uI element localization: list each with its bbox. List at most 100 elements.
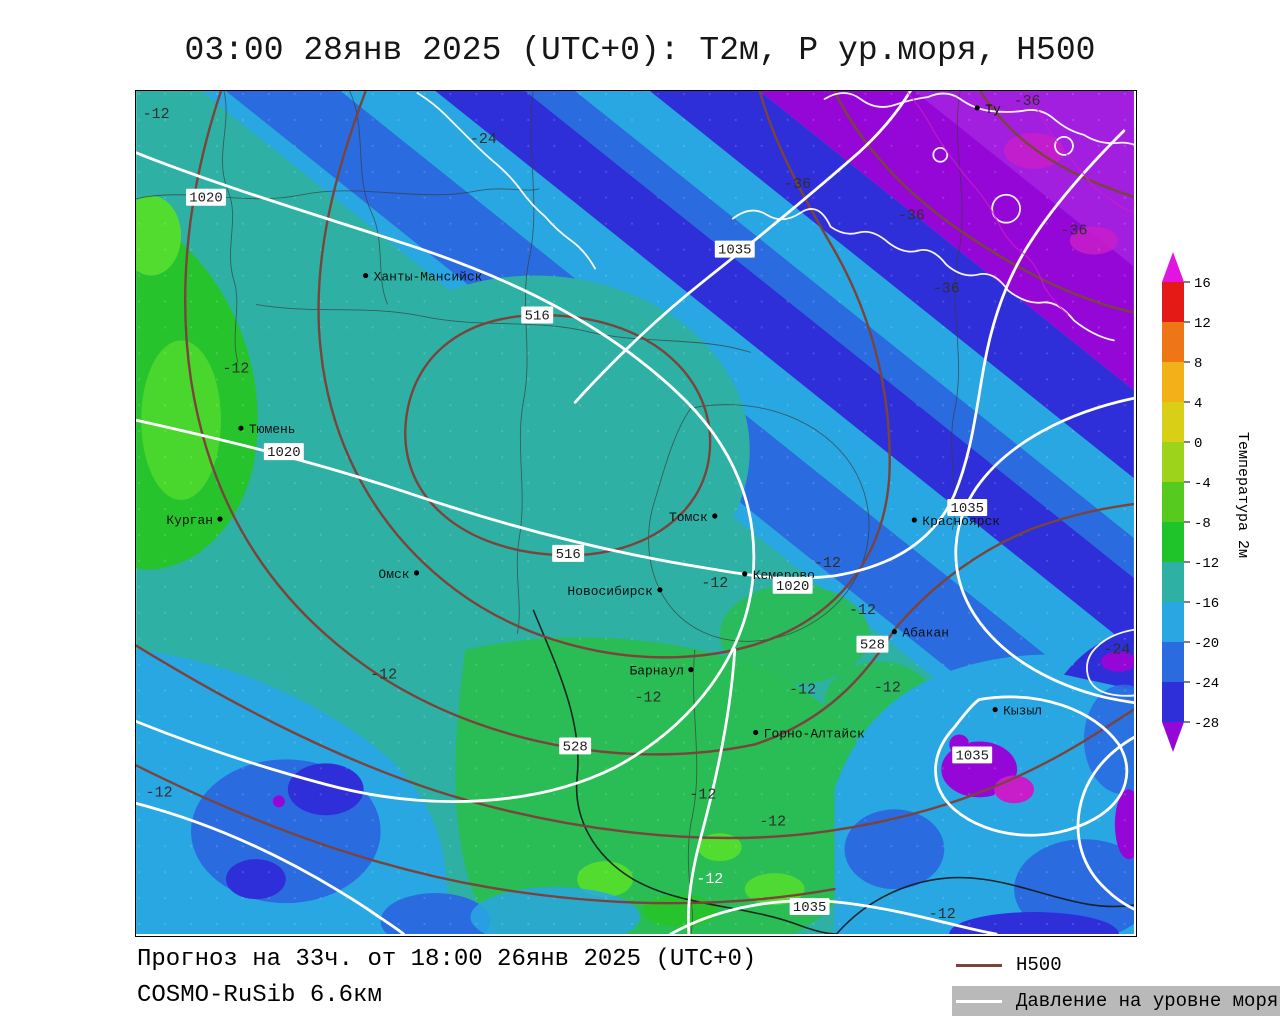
- colorbar-arrow-top: [1162, 252, 1184, 282]
- city-label: Новосибирск: [567, 584, 653, 599]
- colorbar-tick-label: -28: [1194, 716, 1219, 732]
- legend-h500-label: H500: [1016, 954, 1062, 976]
- city-dot: [688, 667, 694, 673]
- city-krasnoyarsk: Красноярск: [911, 514, 1000, 529]
- colorbar-tick-label: -8: [1194, 516, 1211, 532]
- city-gorno-altaysk: Горно-Алтайск: [753, 726, 865, 741]
- forecast-info-line: Прогноз на 33ч. от 18:00 26янв 2025 (UTC…: [137, 946, 757, 973]
- colorbar-segment: [1162, 282, 1184, 322]
- colorbar-tick-label: -20: [1194, 636, 1219, 652]
- colorbar-arrow-bottom: [1162, 722, 1184, 752]
- temp-label: -24: [1103, 643, 1130, 659]
- svg-text:1035: 1035: [955, 748, 989, 764]
- temp-label: -12: [789, 683, 816, 699]
- h500-label: 516: [521, 306, 554, 324]
- model-info-line: COSMO-RuSib 6.6км: [137, 982, 382, 1009]
- city-label: Омск: [378, 567, 409, 582]
- colorbar-tick-label: -24: [1194, 676, 1219, 692]
- svg-text:1035: 1035: [950, 501, 984, 517]
- pressure-label: 1035: [952, 746, 993, 764]
- svg-text:1035: 1035: [718, 243, 752, 259]
- page-title: 03:00 28янв 2025 (UTC+0): Т2м, P ур.моря…: [184, 32, 1096, 69]
- city-dot: [742, 571, 748, 577]
- colorbar-segment: [1162, 642, 1184, 682]
- temp-label: -12: [635, 691, 662, 707]
- temp-label: -36: [898, 209, 925, 225]
- region-borders: [136, 91, 1134, 934]
- pressure-label: 1020: [263, 443, 304, 461]
- city-label: Горно-Алтайск: [764, 726, 865, 741]
- temp-label: -12: [696, 872, 723, 888]
- svg-text:516: 516: [525, 308, 550, 324]
- city-dot: [891, 629, 897, 635]
- colorbar-tick-label: 12: [1194, 316, 1211, 332]
- city-label: Курган: [166, 513, 213, 528]
- temperature-labels: -12 -24 -36 -36 -36 -36 -36 -12 -12 -12 …: [143, 94, 1131, 923]
- isotherm-contours: [416, 91, 1134, 697]
- city-label: Тюмень: [249, 422, 296, 437]
- city-omsk: Омск: [378, 567, 420, 582]
- h500-label: 528: [559, 737, 592, 755]
- pressure-line-sample: [956, 999, 1002, 1003]
- colorbar-tick-label: -4: [1194, 476, 1211, 492]
- city-tomsk: Томск: [669, 510, 718, 525]
- city-label: Кызыл: [1003, 704, 1042, 719]
- temperature-colorbar: 16 12 8 4 0 -4 -8 -12 -16 -20 -24 -28: [1162, 252, 1219, 752]
- city-tu: Ту: [974, 102, 1001, 117]
- h500-line-sample: [956, 963, 1002, 967]
- temp-label: -12: [689, 787, 716, 803]
- colorbar-segment: [1162, 322, 1184, 362]
- colorbar-segment: [1162, 602, 1184, 642]
- colorbar-tick-label: 8: [1194, 356, 1202, 372]
- temp-label: -12: [146, 785, 173, 801]
- colorbar-tick-label: 0: [1194, 436, 1202, 452]
- temp-label: -12: [759, 814, 786, 830]
- pressure-label: 1035: [714, 240, 755, 259]
- svg-text:1020: 1020: [776, 579, 810, 595]
- legend-h500-row: H500: [952, 952, 1280, 978]
- city-dot: [992, 706, 998, 713]
- city-dot: [712, 513, 718, 519]
- city-dot: [363, 272, 369, 279]
- temp-label: -12: [701, 576, 728, 592]
- svg-text:516: 516: [556, 547, 581, 563]
- city-label: Ту: [985, 102, 1001, 117]
- colorbar-segment: [1162, 522, 1184, 562]
- temp-label: -12: [929, 907, 956, 923]
- colorbar-tick-label: -16: [1194, 596, 1219, 612]
- legend-pressure-label: Давление на уровне моря: [1016, 990, 1279, 1012]
- city-label: Абакан: [902, 626, 949, 641]
- city-dot: [238, 425, 244, 431]
- pressure-label: 1035: [789, 898, 830, 916]
- temp-label: -36: [933, 282, 960, 298]
- temp-label: -36: [784, 177, 811, 193]
- city-kyzyl: Кызыл: [992, 704, 1042, 719]
- pressure-label: 1020: [772, 576, 813, 595]
- temp-label: -12: [874, 681, 901, 697]
- h500-label: 516: [552, 544, 585, 563]
- contour-labels: 1020 1035 1020 1035 1020: [186, 188, 993, 916]
- temp-label: -12: [849, 603, 876, 619]
- svg-text:1020: 1020: [189, 191, 223, 207]
- svg-text:1020: 1020: [267, 445, 301, 461]
- city-label: Красноярск: [922, 514, 1000, 529]
- city-abakan: Абакан: [891, 626, 949, 641]
- city-dot: [974, 105, 980, 111]
- temp-label: -12: [814, 556, 841, 572]
- colorbar-segment: [1162, 482, 1184, 522]
- map-frame: Ту Ханты-Мансийск Тюмень Курган Омск: [135, 90, 1137, 937]
- city-dot: [911, 517, 917, 523]
- temp-label: -12: [222, 361, 249, 377]
- cities: Ту Ханты-Мансийск Тюмень Курган Омск: [166, 102, 1042, 742]
- svg-text:528: 528: [860, 638, 885, 654]
- colorbar-title: Температура 2м: [1234, 432, 1251, 559]
- city-label: Томск: [669, 510, 708, 525]
- weather-map: Ту Ханты-Мансийск Тюмень Курган Омск: [136, 91, 1134, 934]
- temp-label: -36: [1014, 94, 1041, 110]
- city-label: Барнаул: [629, 664, 683, 679]
- pressure-contours: [136, 91, 1134, 934]
- colorbar-tick-label: 16: [1194, 276, 1211, 292]
- city-kurgan: Курган: [166, 513, 223, 528]
- city-novosibirsk: Новосибирск: [567, 584, 663, 599]
